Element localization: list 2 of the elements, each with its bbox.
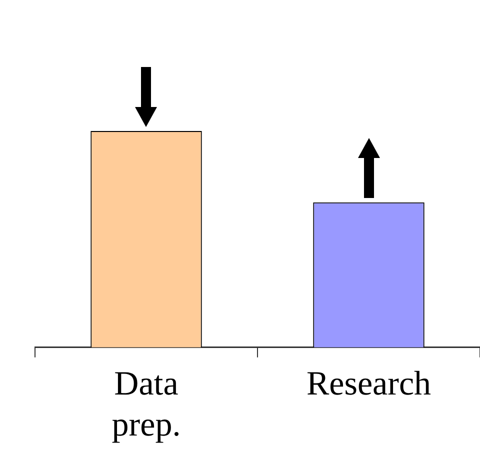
x-tick-label: Data prep. <box>112 366 181 444</box>
x-tick-label: Research <box>306 366 432 403</box>
